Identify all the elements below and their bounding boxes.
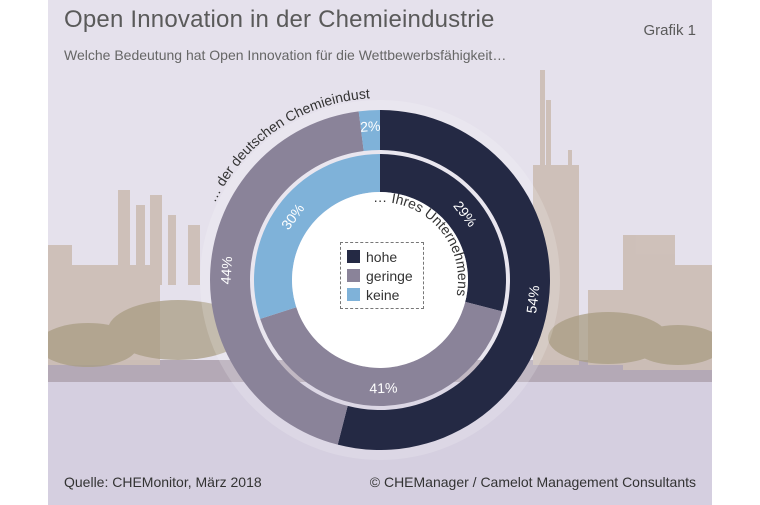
- chart-subtitle: Welche Bedeutung hat Open Innovation für…: [64, 47, 507, 63]
- chart-legend: hohe geringe keine: [340, 242, 424, 309]
- outer-slice-value-label: 2%: [360, 118, 381, 135]
- legend-swatch-keine: [347, 288, 360, 301]
- figure-label: Grafik 1: [643, 22, 696, 39]
- legend-swatch-geringe: [347, 269, 360, 282]
- outer-slice-hohe: [337, 110, 550, 450]
- legend-label: hohe: [366, 248, 398, 265]
- donut-chart: 54%44%2%29%41%30%… der deutschen Chemiei…: [48, 0, 560, 460]
- inner-slice-hohe: [380, 154, 507, 312]
- legend-item-keine: keine: [347, 285, 423, 304]
- legend-item-geringe: geringe: [347, 266, 423, 285]
- inner-slice-keine: [254, 154, 380, 319]
- legend-label: geringe: [366, 267, 413, 284]
- outer-slice-value-label: 44%: [217, 256, 235, 285]
- chart-title: Open Innovation in der Chemieindustrie: [64, 6, 495, 33]
- inner-slice-value-label: 41%: [369, 380, 398, 397]
- infographic-card: 54% 44% 2% 29% 41% 30%… der deutschen Chemiei…: [48, 0, 712, 505]
- copyright-note: © CHEManager / Camelot Management Consul…: [369, 474, 696, 490]
- legend-label: keine: [366, 286, 400, 303]
- source-note: Quelle: CHEMonitor, März 2018: [64, 474, 262, 490]
- inner-slice-geringe: [260, 301, 503, 406]
- outer-slice-keine: [358, 110, 380, 152]
- outer-slice-value-label: 54%: [523, 284, 542, 314]
- legend-swatch-hohe: [347, 250, 360, 263]
- legend-item-hohe: hohe: [347, 247, 423, 266]
- outer-slice-geringe: [210, 111, 364, 445]
